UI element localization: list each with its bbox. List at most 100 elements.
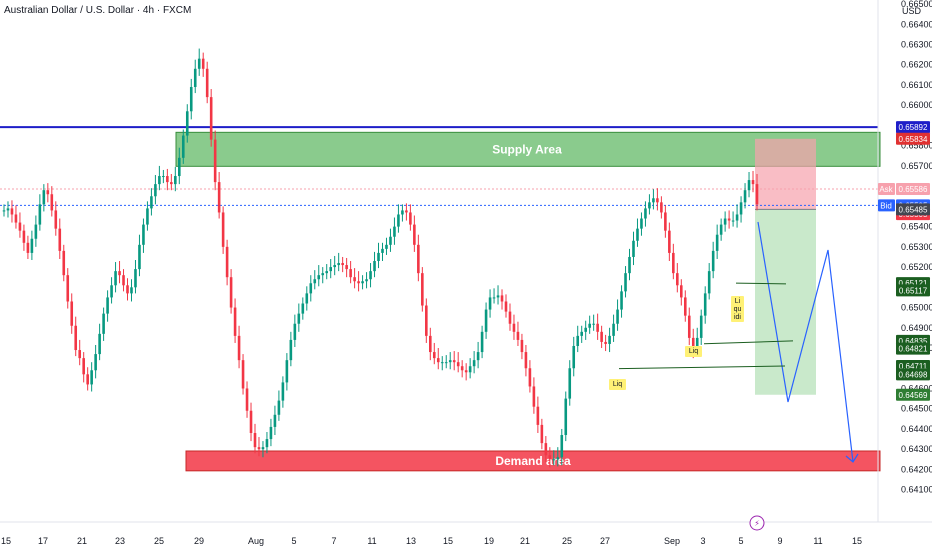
candle-body: [197, 58, 201, 69]
candle-body: [524, 352, 528, 369]
price-tag-0: [896, 121, 930, 134]
candle-body: [333, 265, 336, 268]
candle-body: [166, 176, 169, 183]
price-tag-1-text: 0.65834: [899, 135, 928, 144]
liq-tag-left-text: Liq: [613, 381, 622, 388]
x-tick-label: 15: [852, 536, 862, 546]
candle-body: [261, 447, 265, 450]
y-tick-label: 0.66200: [901, 60, 932, 70]
price-tag-6-text: 0.65121: [899, 279, 928, 288]
currency-label[interactable]: USD: [902, 6, 922, 16]
candle-body: [90, 370, 93, 385]
candle-body: [480, 331, 484, 353]
candle-body: [74, 325, 78, 351]
candle-body: [648, 202, 651, 209]
zones: Supply Area Demand area: [0, 126, 881, 472]
candle-body: [233, 307, 237, 336]
x-tick-label: 21: [520, 536, 530, 546]
x-tick-label: 15: [1, 536, 11, 546]
candle-body: [592, 323, 595, 325]
candle-body: [98, 333, 101, 355]
candle-body: [727, 218, 731, 221]
candle-body: [691, 337, 695, 351]
candle-body: [321, 273, 325, 276]
candle-body: [341, 263, 344, 266]
candle-body: [329, 267, 332, 272]
x-tick-label: 11: [367, 536, 376, 546]
x-tick-label: 27: [600, 536, 610, 546]
x-tick-label: 11: [813, 536, 822, 546]
candle-body: [612, 323, 615, 336]
candle-body: [747, 180, 751, 191]
candle-body: [536, 406, 540, 425]
candle-body: [719, 224, 723, 235]
candle-body: [50, 194, 54, 211]
candle-body: [62, 250, 66, 276]
candle-body: [448, 360, 452, 363]
price-tag-9-text: 0.64821: [899, 345, 928, 354]
candle-body: [6, 208, 10, 211]
candle-body: [209, 97, 213, 140]
candle-body: [353, 277, 356, 282]
candle-body: [680, 285, 683, 298]
x-tick-label: 25: [562, 536, 572, 546]
x-tick-label: 7: [331, 536, 336, 546]
x-tick-label: 5: [738, 536, 743, 546]
y-tick-label: 0.66000: [901, 100, 932, 110]
candle-body: [476, 352, 480, 361]
candle-body: [540, 424, 544, 444]
candle-body: [421, 273, 424, 306]
candle-body: [317, 275, 321, 280]
candle-body: [656, 198, 659, 203]
projection-path: [757, 221, 854, 463]
candle-body: [552, 459, 556, 461]
candle-body: [245, 388, 249, 411]
x-tick-label: 29: [194, 536, 204, 546]
price-tag-5-text: 0.65485: [899, 205, 928, 214]
y-tick-label: 0.66400: [901, 19, 932, 29]
candle-body: [241, 360, 245, 389]
candle-body: [604, 341, 607, 344]
candle-body: [393, 226, 396, 237]
candle-body: [170, 182, 173, 185]
x-tick-label: 17: [38, 536, 48, 546]
price-tag-11-text: 0.64698: [899, 370, 928, 379]
candle-body: [600, 331, 603, 342]
candle-body: [715, 234, 719, 251]
candle-body: [548, 455, 552, 460]
candle-body: [608, 335, 611, 344]
x-tick-label: 23: [115, 536, 125, 546]
candle-body: [405, 210, 408, 213]
price-tag-7-text: 0.65117: [899, 286, 928, 295]
price-prefix-3: [878, 199, 895, 212]
candle-body: [707, 271, 711, 294]
price-prefix-text-2: Ask: [879, 185, 893, 194]
y-tick-label: 0.64900: [901, 323, 932, 333]
candle-body: [385, 244, 388, 249]
price-tag-0-text: 0.65892: [899, 123, 928, 132]
y-tick-label: 0.66500: [901, 0, 932, 9]
liq-tag-mid-text: Liq: [689, 348, 698, 355]
candle-body: [432, 352, 436, 359]
candle-body: [425, 305, 428, 336]
candle-body: [297, 313, 301, 324]
candle-body: [576, 335, 580, 346]
candle-body: [409, 212, 412, 225]
candle-body: [18, 222, 22, 231]
candle-body: [508, 311, 512, 324]
candle-body: [687, 315, 691, 338]
candle-body: [313, 279, 317, 284]
price-tag-2: [896, 182, 930, 195]
candle-body: [500, 295, 504, 302]
position-target-box: [755, 209, 816, 395]
candle-body: [528, 368, 532, 387]
candle-body: [544, 443, 548, 456]
candle-body: [484, 309, 488, 332]
candle-body: [397, 214, 400, 227]
candle-body: [150, 196, 153, 209]
candle-body: [162, 176, 165, 178]
candle-body: [381, 248, 384, 253]
demand-zone: [185, 450, 881, 472]
